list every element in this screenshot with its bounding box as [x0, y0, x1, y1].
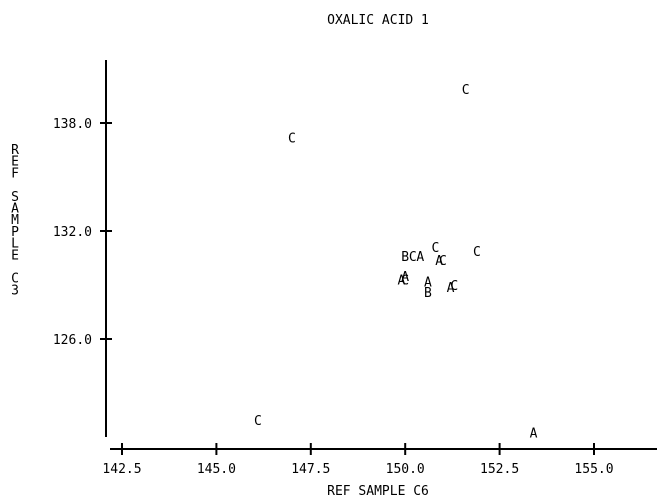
x-tick-label: 152.5 [480, 462, 519, 477]
scatter-point-a: A [398, 274, 406, 289]
x-tick-label: 147.5 [291, 462, 330, 477]
scatter-point-c: C [462, 83, 470, 98]
scatter-point-b: B [401, 250, 409, 265]
scatter-point-a: A [416, 250, 424, 265]
x-tick-label: 150.0 [386, 462, 425, 477]
scatter-point-a: A [447, 281, 455, 296]
x-tick-label: 142.5 [102, 462, 141, 477]
x-tick-label: 155.0 [574, 462, 613, 477]
scatter-point-c: C [401, 274, 409, 289]
scatter-point-c: C [409, 250, 417, 265]
scatter-point-a: A [424, 275, 432, 290]
scatter-point-c: C [254, 414, 262, 429]
x-axis-label: REF SAMPLE C6 [327, 484, 429, 498]
scatter-point-c: C [450, 279, 458, 294]
chart-title: OXALIC ACID 1 [327, 13, 429, 28]
y-tick-label: 138.0 [53, 117, 92, 132]
scatter-point-c: C [288, 131, 296, 146]
y-tick-label: 132.0 [53, 225, 92, 240]
y-axis-ticks: 126.0 132.0 138.0 [53, 117, 112, 348]
scatter-point-a: A [530, 427, 538, 442]
scatter-point-c: C [439, 254, 447, 269]
x-axis-ticks: 142.5 145.0 147.5 150.0 152.5 155.0 [102, 443, 614, 477]
scatter-point-c: C [431, 241, 439, 256]
y-tick-label: 126.0 [53, 333, 92, 348]
scatter-point-b: B [424, 286, 432, 301]
scatter-point-a: A [435, 254, 443, 269]
scatter-point-c: C [473, 245, 481, 260]
scatter-point-a: A [401, 270, 409, 285]
x-tick-label: 145.0 [197, 462, 236, 477]
